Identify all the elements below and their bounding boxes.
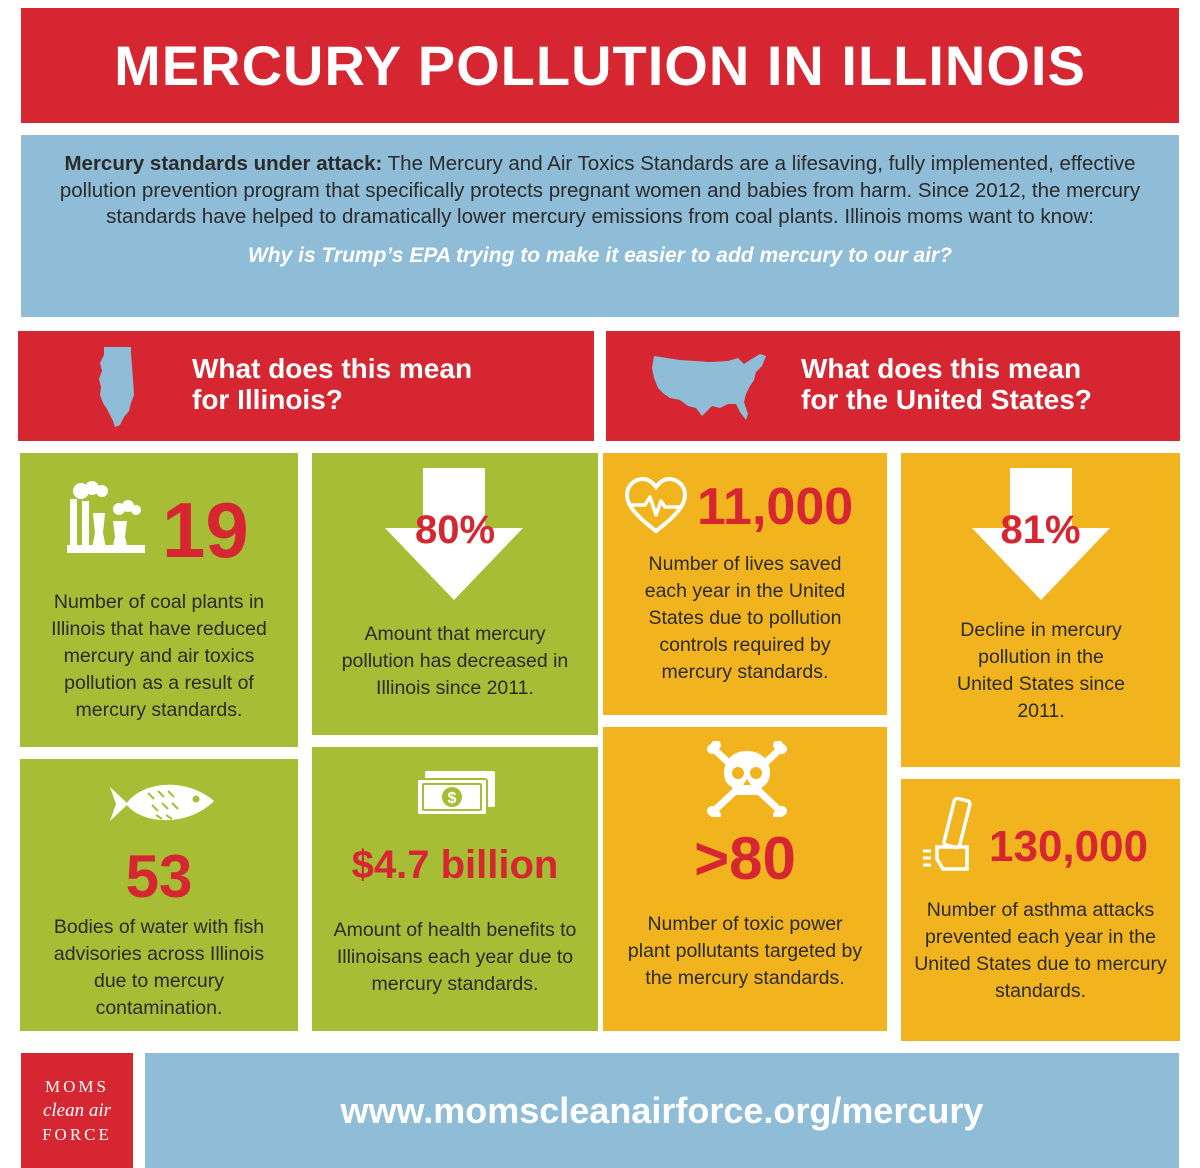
power-plant-icon bbox=[67, 481, 145, 553]
us-lives-saved-text: Number of lives saved each year in the U… bbox=[644, 553, 846, 683]
illinois-heading-line2: for Illinois? bbox=[192, 384, 343, 415]
logo-line2: clean air bbox=[42, 1099, 112, 1121]
down-arrow-icon bbox=[385, 468, 523, 600]
us-heading-line1: What does this mean bbox=[801, 353, 1082, 384]
us-toxic-pollutants-text: Number of toxic power plant pollutants t… bbox=[627, 913, 863, 989]
footer-url-link[interactable]: www.momscleanairforce.org/mercury bbox=[340, 1089, 984, 1131]
page-title: MERCURY POLLUTION IN ILLINOIS bbox=[114, 34, 1086, 97]
illinois-coal-plants-value: 19 bbox=[162, 486, 249, 574]
heart-pulse-icon bbox=[625, 477, 687, 534]
down-arrow-icon bbox=[972, 468, 1110, 600]
illinois-fish-advisories-value: 53 bbox=[125, 843, 193, 910]
logo-line3: FORCE bbox=[42, 1124, 112, 1144]
usa-map-icon bbox=[652, 354, 766, 420]
illinois-decline-text: Amount that mercury pollution has decrea… bbox=[341, 623, 569, 699]
us-asthma-card: 130,000 Number of asthma attacks prevent… bbox=[901, 779, 1180, 1041]
us-heading: What does this mean for the United State… bbox=[606, 331, 1180, 441]
illinois-coal-plants-card: 19 Number of coal plants in Illinois tha… bbox=[20, 453, 298, 747]
illinois-fish-advisories-text: Bodies of water with fish advisories acr… bbox=[53, 916, 265, 1019]
illinois-health-benefits-value: $4.7 billion bbox=[351, 843, 559, 887]
inhaler-icon bbox=[923, 797, 972, 871]
illinois-decline-card: 80% Amount that mercury pollution has de… bbox=[312, 453, 598, 735]
intro-lead: Mercury standards under attack: bbox=[64, 152, 383, 175]
logo-line1: MOMS bbox=[45, 1076, 109, 1096]
us-toxic-pollutants-card: >80 Number of toxic power plant pollutan… bbox=[603, 727, 887, 1031]
us-decline-value: 81% bbox=[1000, 508, 1081, 552]
skull-crossbones-icon bbox=[707, 741, 787, 817]
us-lives-saved-value: 11,000 bbox=[697, 478, 854, 536]
illinois-fish-advisories-card: 53 Bodies of water with fish advisories … bbox=[20, 759, 298, 1031]
money-icon: $ bbox=[416, 771, 495, 816]
us-heading-line2: for the United States? bbox=[801, 384, 1092, 415]
us-decline-card: 81% Decline in mercury pollution in the … bbox=[901, 453, 1180, 767]
intro-body: The Mercury and Air Toxics Standards are… bbox=[59, 152, 1141, 228]
fish-icon bbox=[110, 784, 214, 821]
illinois-heading: What does this mean for Illinois? bbox=[18, 331, 594, 441]
illinois-coal-plants-text: Number of coal plants in Illinois that h… bbox=[51, 591, 267, 721]
footer-url-banner: www.momscleanairforce.org/mercury bbox=[145, 1053, 1179, 1168]
intro-question: Why is Trump’s EPA trying to make it eas… bbox=[247, 243, 953, 267]
us-asthma-text: Number of asthma attacks prevented each … bbox=[914, 899, 1167, 1002]
us-toxic-pollutants-value: >80 bbox=[694, 825, 796, 892]
illinois-map-icon bbox=[99, 347, 134, 427]
illinois-heading-line1: What does this mean bbox=[192, 353, 473, 384]
moms-clean-air-force-logo: MOMS clean air FORCE bbox=[21, 1053, 133, 1168]
illinois-decline-value: 80% bbox=[414, 508, 496, 552]
us-asthma-value: 130,000 bbox=[989, 822, 1149, 871]
intro-panel: Mercury standards under attack: The Merc… bbox=[21, 135, 1179, 317]
svg-text:$: $ bbox=[448, 790, 457, 807]
illinois-health-benefits-text: Amount of health benefits to Illinoisans… bbox=[333, 919, 577, 995]
us-lives-saved-card: 11,000 Number of lives saved each year i… bbox=[603, 453, 887, 715]
illinois-health-benefits-card: $ $4.7 billion Amount of health benefits… bbox=[312, 747, 598, 1031]
title-banner: MERCURY POLLUTION IN ILLINOIS bbox=[21, 8, 1179, 123]
us-decline-text: Decline in mercury pollution in the Unit… bbox=[956, 619, 1125, 722]
